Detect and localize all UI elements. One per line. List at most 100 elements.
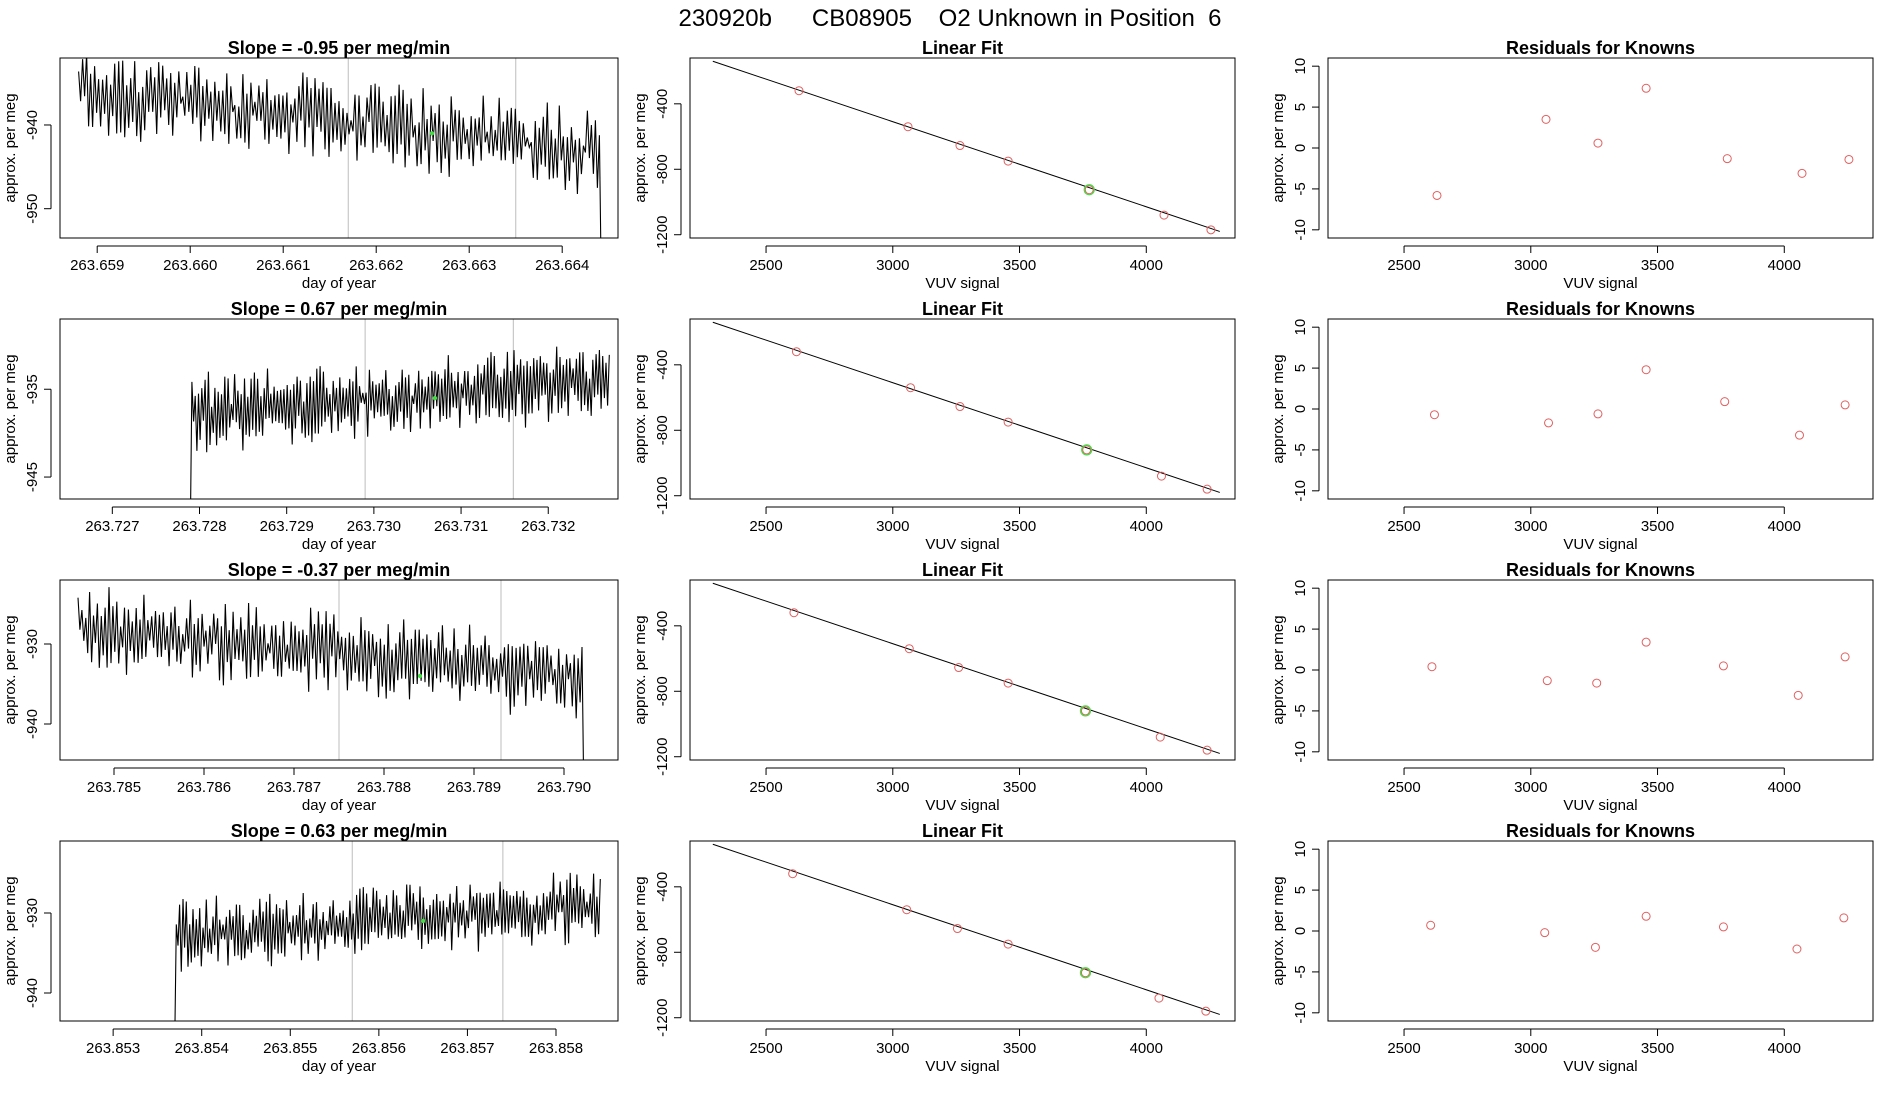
x-axis-label: VUV signal — [1563, 797, 1637, 814]
data-point — [954, 663, 964, 673]
data-point — [1718, 922, 1728, 932]
plot-frame — [59, 840, 619, 1022]
x-tick-label: 3000 — [1514, 1040, 1547, 1057]
y-tick-label: -800 — [654, 415, 671, 445]
y-axis-label: approx. per meg — [632, 615, 649, 724]
plot-area — [190, 319, 610, 499]
x-axis-label: VUV signal — [925, 536, 999, 553]
x-axis-label: VUV signal — [1563, 536, 1637, 553]
y-tick-label: 5 — [1292, 364, 1309, 372]
x-tick-label: 4000 — [1768, 518, 1801, 535]
x-tick-label: 3500 — [1003, 779, 1036, 796]
y-tick-label: -800 — [654, 154, 671, 184]
unknown-point — [1079, 705, 1092, 717]
chart-panel-2-linear_fit: Linear Fit 2500 3000 3500 4000 VUV signal -400… — [632, 299, 1236, 553]
x-tick-label: 2500 — [1387, 257, 1420, 274]
y-axis-label: approx. per meg — [632, 93, 649, 202]
x-axis-label: VUV signal — [925, 797, 999, 814]
y-tick-label: 5 — [1292, 625, 1309, 633]
series-line — [78, 58, 602, 238]
y-tick-label: -10 — [1292, 741, 1309, 763]
y-tick-label: -1200 — [654, 216, 671, 254]
x-axis-label: day of year — [302, 1058, 376, 1075]
chart-panel-4-timeseries: Slope = 0.63 per meg/min 263.853 263.854 26… — [2, 821, 619, 1075]
unknown-point — [1081, 444, 1093, 456]
data-point — [1084, 185, 1094, 195]
plot-frame — [1327, 840, 1874, 1022]
data-point — [955, 402, 965, 412]
x-tick-label: 263.790 — [537, 779, 591, 796]
y-tick-label: -800 — [654, 937, 671, 967]
data-point — [1003, 417, 1013, 427]
highlight-point — [420, 918, 426, 924]
y-tick-label: 10 — [1292, 841, 1309, 858]
highlight-point — [429, 131, 435, 136]
x-tick-label: 263.853 — [86, 1040, 140, 1057]
y-tick-label: 0 — [1292, 666, 1309, 674]
x-tick-label: 4000 — [1768, 257, 1801, 274]
y-tick-label: 5 — [1292, 103, 1309, 111]
y-axis-label: approx. per meg — [2, 876, 19, 985]
x-axis-label: day of year — [302, 275, 376, 292]
data-point — [1718, 661, 1728, 671]
x-tick-label: 3500 — [1641, 518, 1674, 535]
x-axis-label: VUV signal — [1563, 1058, 1637, 1075]
data-point — [1797, 168, 1807, 178]
plot-area — [78, 58, 602, 238]
chart-panel-3-linear_fit: Linear Fit 2500 3000 3500 4000 VUV signal -400… — [632, 560, 1236, 814]
data-point — [1844, 154, 1854, 164]
plot-title: Slope = -0.95 per meg/min — [228, 38, 451, 58]
data-point — [904, 644, 914, 654]
data-point — [1201, 1006, 1211, 1016]
data-point — [1792, 944, 1802, 954]
x-tick-label: 4000 — [1130, 779, 1163, 796]
plot-area — [712, 321, 1220, 494]
x-tick-label: 3000 — [876, 779, 909, 796]
x-tick-label: 3000 — [876, 257, 909, 274]
x-tick-label: 2500 — [749, 1040, 782, 1057]
data-point — [1159, 210, 1169, 220]
y-tick-label: -400 — [654, 872, 671, 902]
data-point — [1156, 471, 1166, 481]
x-axis-label: day of year — [302, 797, 376, 814]
data-point — [1202, 484, 1212, 494]
chart-panel-3-residuals: Residuals for Knowns 2500 3000 3500 4000 VUV … — [1270, 560, 1874, 814]
chart-panel-4-residuals: Residuals for Knowns 2500 3000 3500 4000 VUV … — [1270, 821, 1874, 1075]
y-axis-label: approx. per meg — [632, 876, 649, 985]
x-tick-label: 263.731 — [434, 518, 488, 535]
x-tick-label: 3500 — [1003, 257, 1036, 274]
x-tick-label: 4000 — [1768, 1040, 1801, 1057]
x-tick-label: 2500 — [749, 257, 782, 274]
data-point — [1544, 418, 1554, 428]
x-tick-label: 263.858 — [529, 1040, 583, 1057]
data-point — [789, 608, 799, 618]
x-tick-label: 3500 — [1003, 518, 1036, 535]
plot-area — [712, 582, 1220, 755]
y-tick-label: -940 — [24, 110, 41, 140]
plot-area — [712, 843, 1220, 1016]
x-tick-label: 263.856 — [352, 1040, 406, 1057]
y-tick-label: -940 — [24, 709, 41, 739]
fit-line — [712, 321, 1220, 493]
chart-panel-1-residuals: Residuals for Knowns 2500 3000 3500 4000 VUV … — [1270, 38, 1874, 292]
data-point — [1003, 678, 1013, 688]
y-axis-label: approx. per meg — [632, 354, 649, 463]
y-tick-label: -10 — [1292, 219, 1309, 241]
plot-frame — [689, 579, 1236, 761]
data-point — [1082, 445, 1092, 455]
data-point — [1426, 920, 1436, 930]
chart-panel-1-timeseries: Slope = -0.95 per meg/min 263.659 263.660 2… — [2, 38, 619, 292]
chart-panel-4-linear_fit: Linear Fit 2500 3000 3500 4000 VUV signal -400… — [632, 821, 1236, 1075]
y-tick-label: -5 — [1292, 965, 1309, 978]
x-tick-label: 3000 — [1514, 779, 1547, 796]
x-tick-label: 263.789 — [447, 779, 501, 796]
y-tick-label: -800 — [654, 676, 671, 706]
y-tick-label: -930 — [24, 898, 41, 928]
y-tick-label: 0 — [1292, 144, 1309, 152]
x-axis-label: VUV signal — [1563, 275, 1637, 292]
data-point — [1641, 365, 1651, 375]
y-tick-label: -940 — [24, 978, 41, 1008]
y-tick-label: -1200 — [654, 738, 671, 776]
data-point — [1080, 968, 1090, 978]
